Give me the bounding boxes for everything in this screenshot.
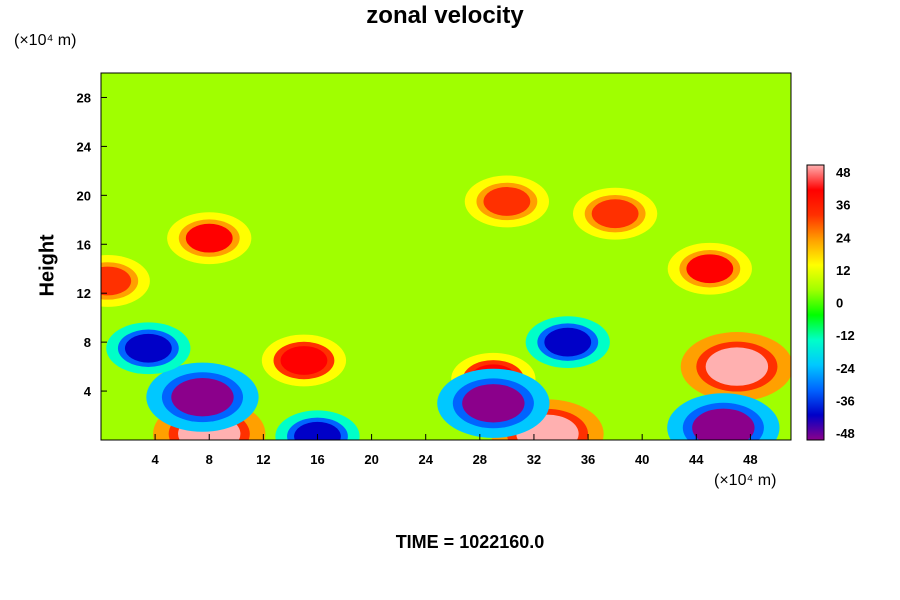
x-tick-label: 16 bbox=[310, 452, 324, 467]
x-tick-label: 20 bbox=[364, 452, 378, 467]
heatmap-feature bbox=[705, 347, 769, 386]
x-tick-label: 32 bbox=[527, 452, 541, 467]
colorbar-tick-label: -24 bbox=[836, 361, 856, 376]
heatmap-feature bbox=[692, 408, 755, 440]
chart-title: zonal velocity bbox=[366, 2, 524, 29]
colorbar-tick-label: 48 bbox=[836, 165, 850, 180]
heatmap-feature bbox=[171, 377, 234, 417]
y-tick-label: 16 bbox=[77, 237, 91, 252]
y-tick-label: 24 bbox=[77, 139, 92, 154]
x-tick-label: 48 bbox=[743, 452, 757, 467]
colorbar-tick-label: -48 bbox=[836, 426, 855, 441]
x-tick-label: 24 bbox=[418, 452, 433, 467]
colorbar-tick-label: -12 bbox=[836, 328, 855, 343]
y-tick-label: 12 bbox=[77, 286, 91, 301]
heatmap-feature bbox=[101, 266, 132, 296]
time-label: TIME = 1022160.0 bbox=[395, 532, 545, 552]
x-tick-label: 44 bbox=[689, 452, 704, 467]
x-axis-unit-label: (×10⁴ m) bbox=[714, 472, 777, 489]
y-tick-label: 20 bbox=[77, 188, 91, 203]
heatmap-feature bbox=[185, 223, 233, 253]
x-tick-label: 28 bbox=[473, 452, 487, 467]
colorbar bbox=[806, 164, 825, 441]
y-axis-unit-label: (×10⁴ m) bbox=[14, 32, 77, 49]
colorbar-tick-label: 24 bbox=[836, 230, 851, 245]
heatmap-feature bbox=[483, 187, 531, 216]
x-tick-label: 36 bbox=[581, 452, 595, 467]
y-tick-label: 4 bbox=[84, 384, 92, 399]
colorbar-tick-label: 36 bbox=[836, 198, 850, 213]
heatmap-feature bbox=[462, 384, 525, 423]
x-tick-label: 4 bbox=[152, 452, 160, 467]
heatmap-feature bbox=[686, 254, 734, 284]
colorbar-tick-label: 12 bbox=[836, 263, 850, 278]
colorbar-tick-label: -36 bbox=[836, 393, 855, 408]
heatmap-feature bbox=[124, 333, 172, 363]
heatmap-feature bbox=[280, 346, 328, 375]
heatmap-feature bbox=[591, 199, 639, 229]
y-tick-label: 8 bbox=[84, 335, 91, 350]
heatmap-feature bbox=[294, 421, 341, 440]
plot-frame bbox=[100, 72, 792, 441]
colorbar-tick-label: 0 bbox=[836, 296, 843, 311]
heatmap-feature bbox=[544, 327, 592, 357]
x-tick-label: 12 bbox=[256, 452, 270, 467]
y-tick-label: 28 bbox=[77, 90, 91, 105]
x-tick-label: 40 bbox=[635, 452, 649, 467]
x-tick-label: 8 bbox=[206, 452, 213, 467]
